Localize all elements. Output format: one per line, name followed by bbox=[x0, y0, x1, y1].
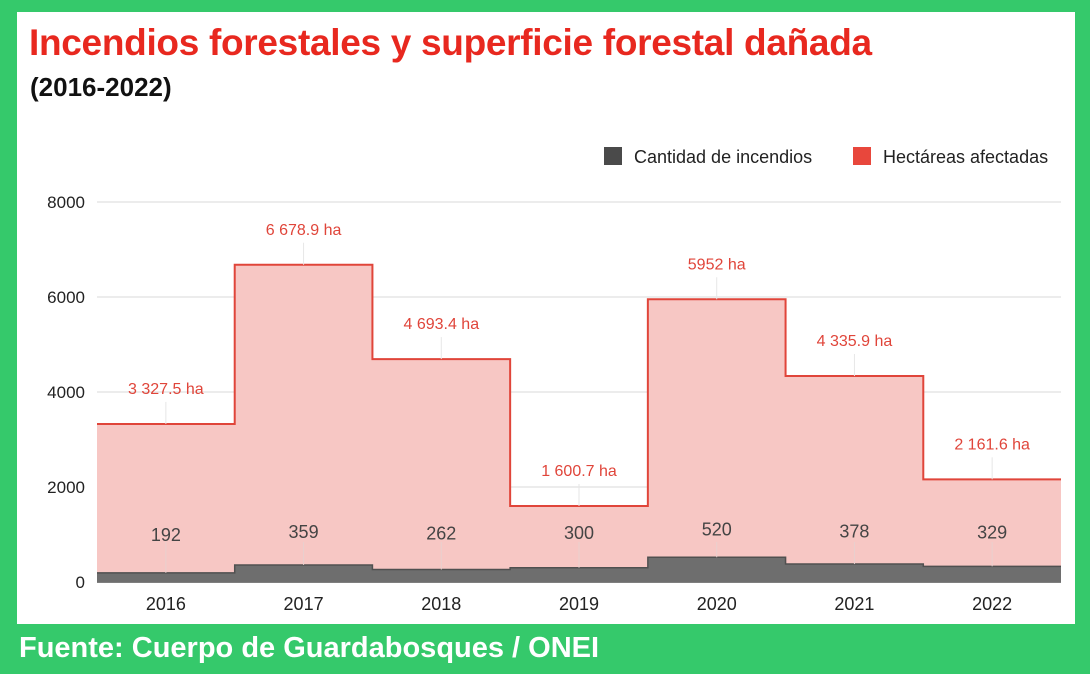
hectareas-data-label: 4 693.4 ha bbox=[403, 316, 479, 333]
incendios-data-label: 359 bbox=[289, 522, 319, 542]
legend-swatch-incendios bbox=[604, 147, 622, 165]
chart-title: Incendios forestales y superficie forest… bbox=[29, 22, 872, 63]
hectareas-data-label: 4 335.9 ha bbox=[817, 333, 893, 350]
chart-plot: 0 2000 4000 6000 8000 2016 2017 2018 2019 2020 202… bbox=[47, 147, 1061, 614]
area-series bbox=[97, 263, 1061, 582]
legend: Cantidad de incendios Hectáreas afectadas bbox=[604, 147, 1048, 167]
x-tick-label: 2019 bbox=[559, 594, 599, 614]
legend-swatch-hectareas bbox=[853, 147, 871, 165]
legend-label-hectareas: Hectáreas afectadas bbox=[883, 147, 1048, 167]
x-tick-label: 2021 bbox=[834, 594, 874, 614]
hectareas-data-label: 3 327.5 ha bbox=[128, 381, 204, 398]
incendios-data-label: 329 bbox=[977, 523, 1007, 543]
hectareas-data-label: 5952 ha bbox=[688, 256, 746, 273]
incendios-data-label: 192 bbox=[151, 525, 181, 545]
x-tick-label: 2022 bbox=[972, 594, 1012, 614]
y-tick-label: 4000 bbox=[47, 383, 85, 402]
hectareas-line bbox=[97, 263, 1061, 507]
y-tick-label: 8000 bbox=[47, 193, 85, 212]
legend-label-incendios: Cantidad de incendios bbox=[634, 147, 812, 167]
y-tick-label: 6000 bbox=[47, 288, 85, 307]
hectareas-data-label: 6 678.9 ha bbox=[266, 222, 342, 239]
incendios-data-label: 520 bbox=[702, 519, 732, 539]
x-tick-label: 2016 bbox=[146, 594, 186, 614]
hectareas-area bbox=[97, 264, 1061, 582]
axes: 0 2000 4000 6000 8000 2016 2017 2018 2019 2020 202… bbox=[47, 193, 1012, 614]
chart-card: Incendios forestales y superficie forest… bbox=[17, 12, 1075, 624]
x-tick-label: 2018 bbox=[421, 594, 461, 614]
source-note: Fuente: Cuerpo de Guardabosques / ONEI bbox=[19, 632, 600, 664]
hectareas-data-label: 2 161.6 ha bbox=[954, 436, 1030, 453]
data-labels: 3 327.5 ha 6 678.9 ha 4 693.4 ha 1 600.7 ha… bbox=[128, 222, 1030, 573]
incendios-data-label: 300 bbox=[564, 523, 594, 543]
y-tick-label: 2000 bbox=[47, 478, 85, 497]
incendios-area bbox=[97, 557, 1061, 582]
hectareas-data-label: 1 600.7 ha bbox=[541, 463, 617, 480]
chart-subtitle: (2016-2022) bbox=[30, 72, 172, 102]
x-tick-label: 2017 bbox=[284, 594, 324, 614]
incendios-data-label: 262 bbox=[426, 524, 456, 544]
y-tick-label: 0 bbox=[76, 573, 85, 592]
x-tick-label: 2020 bbox=[697, 594, 737, 614]
incendios-data-label: 378 bbox=[839, 522, 869, 542]
